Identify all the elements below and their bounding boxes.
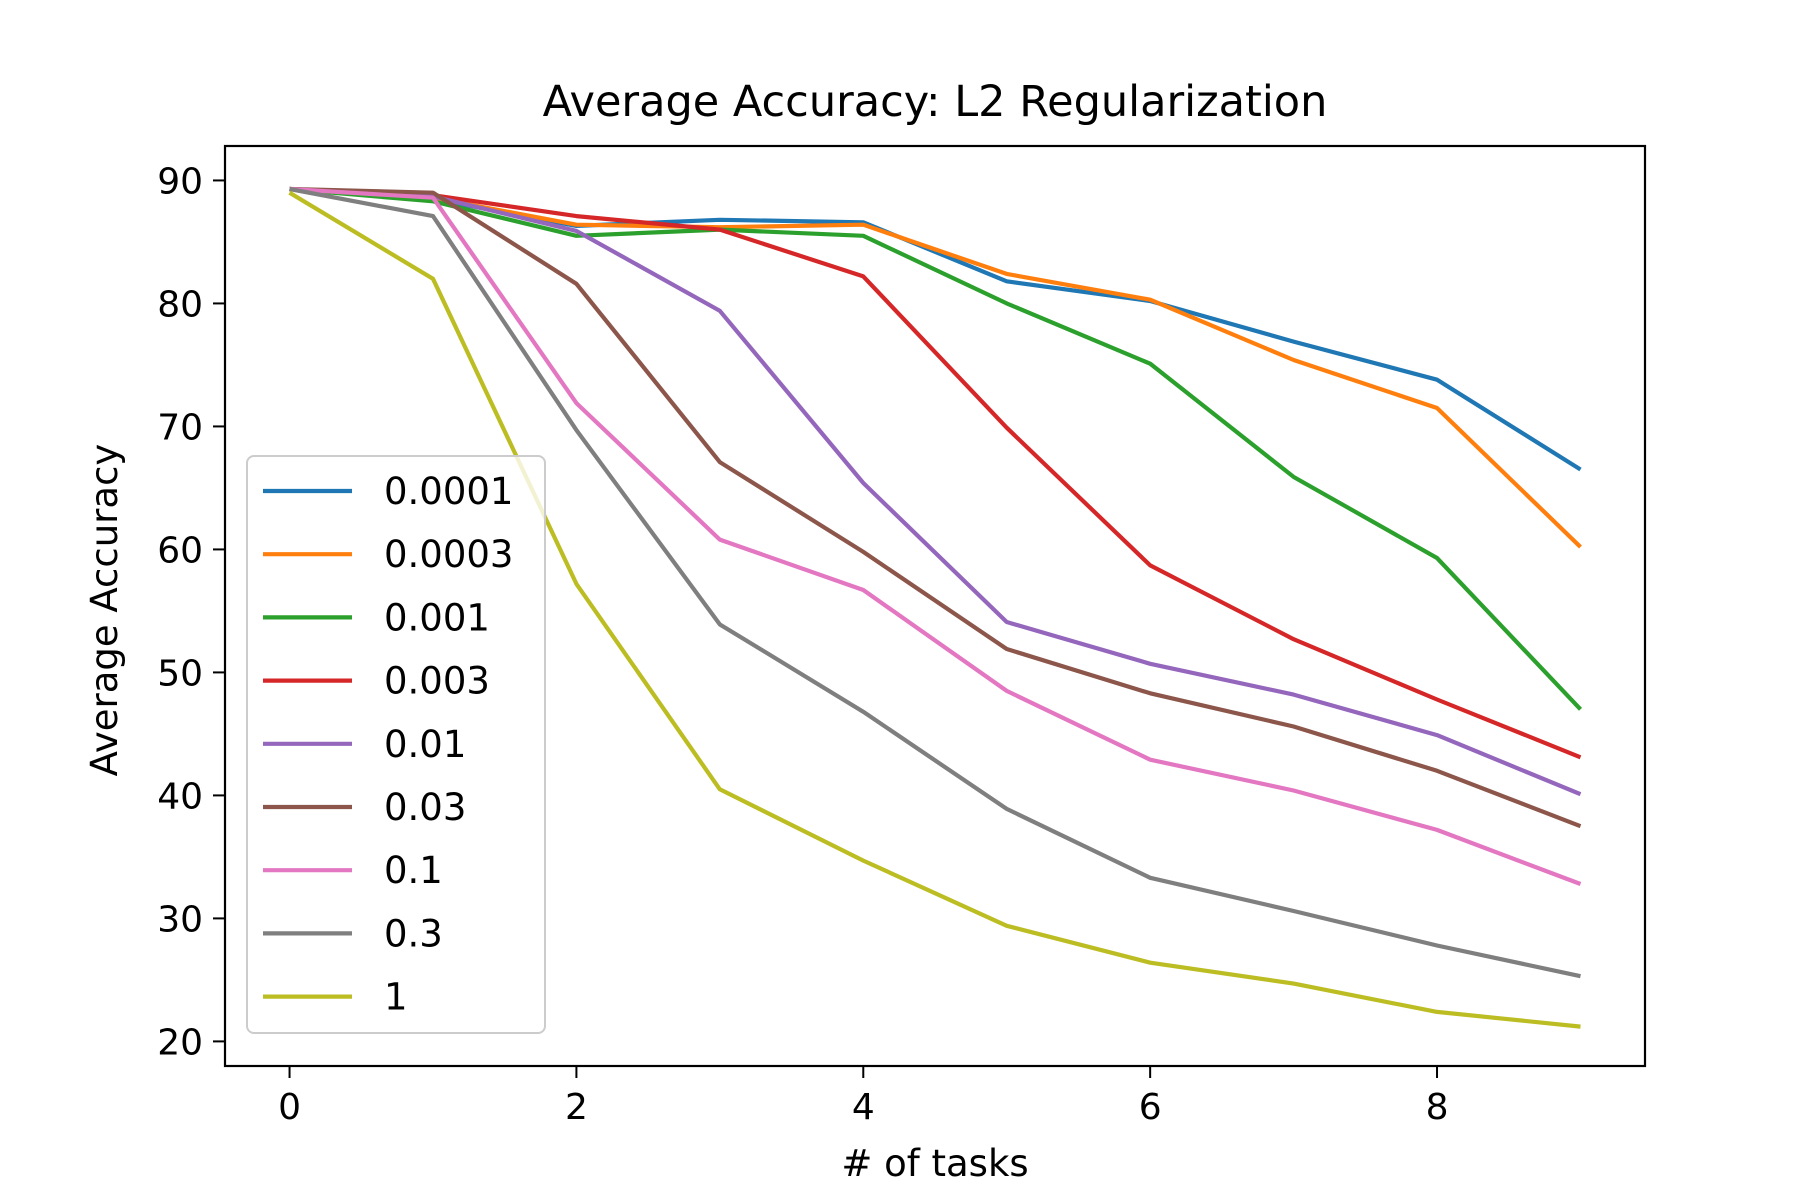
series-line-4 [289,186,1582,797]
y-tick-label: 40 [157,776,203,817]
legend-label: 0.0001 [384,470,513,513]
y-tick-label: 90 [157,161,203,202]
legend-label: 1 [384,976,408,1019]
legend-box [246,455,546,1034]
series-line-5 [289,186,1582,829]
legend-label: 0.0003 [384,533,513,576]
x-tick-label: 2 [565,1087,588,1128]
y-tick-label: 20 [157,1022,203,1063]
plot-area: 0 2 4 6 8 20 30 40 50 60 70 80 90 [157,144,1647,1128]
x-axis-label: # of tasks [841,1142,1028,1185]
series-line-3 [289,186,1582,760]
y-tick-label: 30 [157,899,203,940]
y-tick-label: 80 [157,284,203,325]
y-tick-label: 50 [157,653,203,694]
x-tick-label: 8 [1426,1087,1449,1128]
legend-label: 0.1 [384,849,443,892]
x-tick-label: 4 [852,1087,875,1128]
series-line-1 [289,186,1582,549]
series-line-2 [289,186,1583,711]
plot-frame [223,144,1647,1068]
y-tick-label: 60 [157,530,203,571]
legend: 0.0001 0.0003 0.001 0.003 0.01 0.03 0.1 0.3 1 [246,455,546,1034]
x-tick-label: 6 [1139,1087,1162,1128]
series-line-7 [289,186,1581,979]
legend-label: 0.001 [384,596,490,639]
y-axis-label: Average Accuracy [83,444,126,777]
series-line-6 [289,186,1582,886]
legend-label: 0.03 [384,786,466,829]
legend-label: 0.003 [384,660,490,703]
y-tick-label: 70 [157,407,203,448]
x-tick-label: 0 [278,1087,301,1128]
legend-label: 0.3 [384,912,443,955]
legend-label: 0.01 [384,723,466,766]
series-line-8 [288,190,1581,1029]
chart-title: Average Accuracy: L2 Regularization [543,77,1328,127]
